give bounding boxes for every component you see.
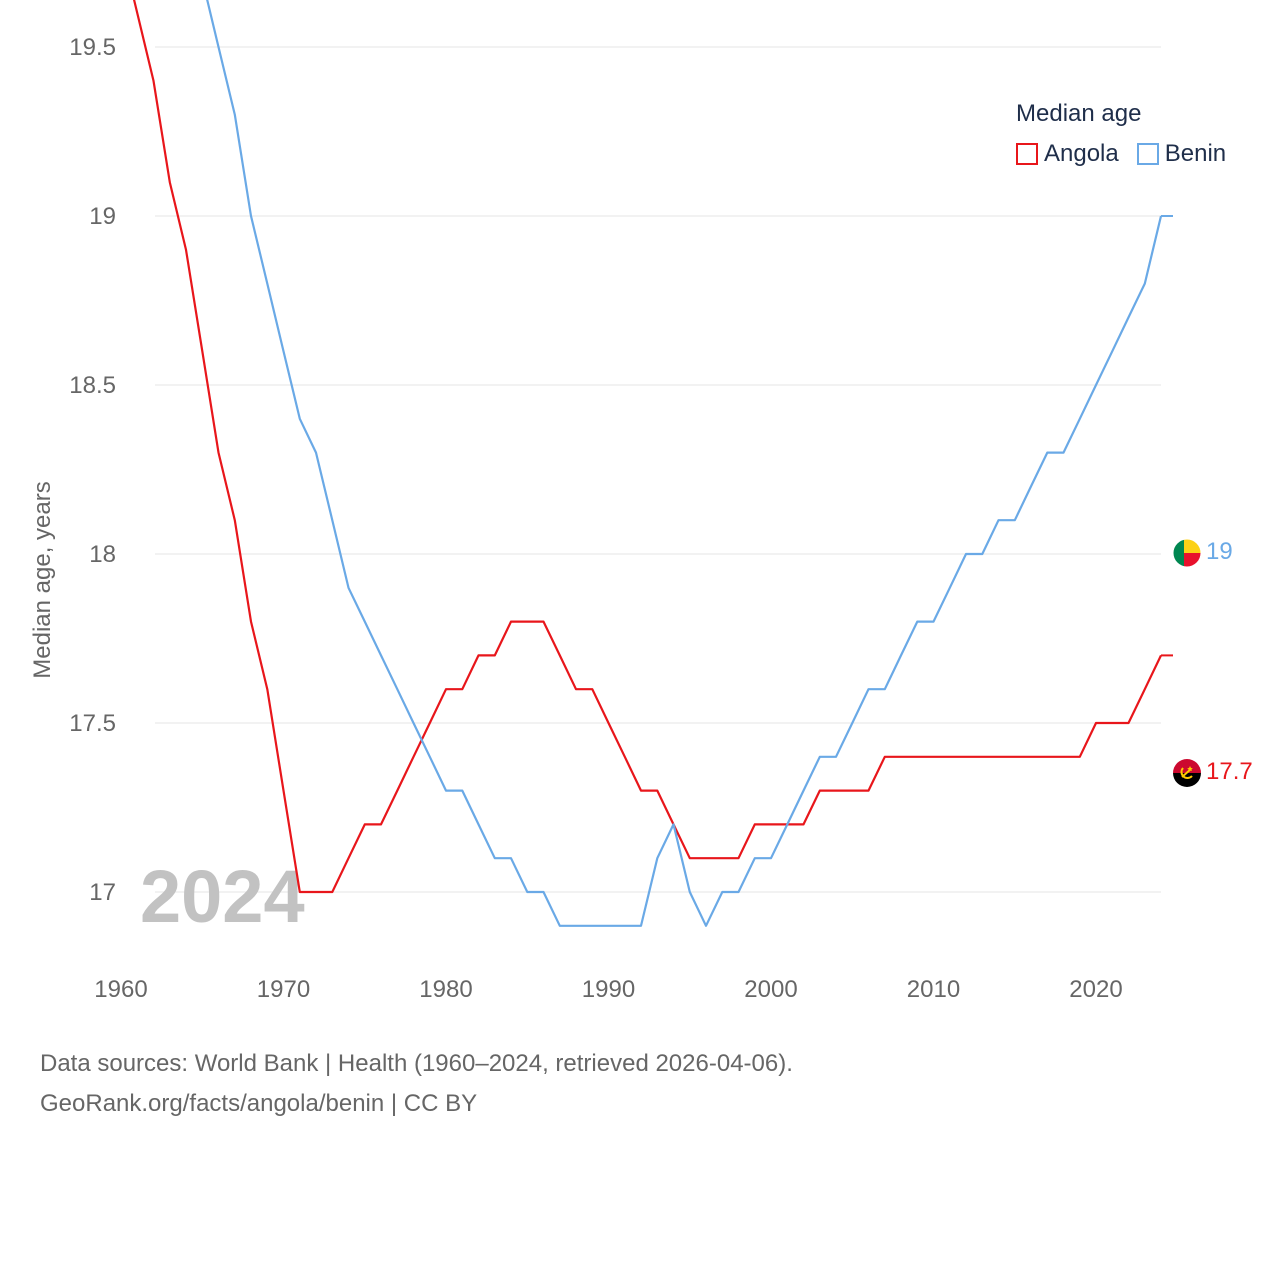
angola-end-value: 17.7 xyxy=(1206,758,1253,785)
y-tick-label: 17 xyxy=(89,879,116,906)
legend: Median age Angola Benin xyxy=(1016,100,1226,168)
series-line-benin[interactable] xyxy=(121,0,1163,927)
legend-item-benin[interactable]: Benin xyxy=(1136,140,1227,168)
series-lines xyxy=(121,0,1173,927)
x-tick-label: 2000 xyxy=(744,976,797,1003)
x-tick-label: 2020 xyxy=(1069,976,1122,1003)
benin-end-value: 19 xyxy=(1206,538,1233,565)
y-tick-label: 18.5 xyxy=(69,372,116,399)
angola-swatch-icon xyxy=(1016,143,1038,165)
series-line-angola[interactable] xyxy=(121,0,1162,894)
x-axis-ticks: 1960 1970 1980 1990 2000 2010 2020 xyxy=(94,976,1122,1003)
x-tick-label: 1980 xyxy=(419,976,472,1003)
x-tick-label: 1990 xyxy=(582,976,635,1003)
benin-flag-icon xyxy=(1172,538,1202,568)
y-tick-label: 19 xyxy=(89,203,116,230)
x-tick-label: 1970 xyxy=(257,976,310,1003)
data-sources-text: Data sources: World Bank | Health (1960–… xyxy=(40,1050,793,1077)
legend-title: Median age xyxy=(1016,100,1142,127)
attribution-text: GeoRank.org/facts/angola/benin | CC BY xyxy=(40,1090,478,1117)
year-watermark: 2024 xyxy=(140,855,305,938)
series-end-markers: 19 17.7 xyxy=(1172,538,1253,787)
y-axis-label: Median age, years xyxy=(29,481,56,678)
legend-item-angola[interactable]: Angola xyxy=(1016,140,1119,168)
legend-label-benin: Benin xyxy=(1164,140,1227,167)
legend-label-angola: Angola xyxy=(1044,140,1119,167)
footer: Data sources: World Bank | Health (1960–… xyxy=(40,1044,793,1124)
angola-flag-icon xyxy=(1173,759,1201,787)
x-tick-label: 2010 xyxy=(907,976,960,1003)
y-tick-label: 19.5 xyxy=(69,34,116,61)
x-tick-label: 1960 xyxy=(94,976,147,1003)
benin-swatch-icon xyxy=(1136,143,1159,165)
y-tick-label: 18 xyxy=(89,541,116,568)
y-tick-label: 17.5 xyxy=(69,710,116,737)
gridlines xyxy=(155,46,1161,893)
